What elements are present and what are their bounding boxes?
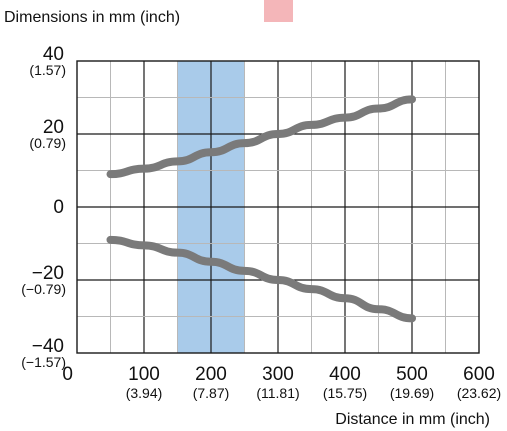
x-tick-label: 600 [463,364,495,385]
y-tick-sublabel: (0.79) [29,135,66,151]
y-tick-label: 40 [43,44,64,65]
x-tick-sublabel: (3.94) [126,385,163,401]
x-tick-sublabel: (7.87) [193,385,230,401]
x-tick-label: 500 [396,364,428,385]
x-tick-sublabel: (11.81) [256,385,299,401]
x-tick-label: 200 [195,364,227,385]
y-tick-label: −40 [32,336,64,357]
y-tick-sublabel: (−0.79) [21,281,66,297]
x-axis-title: Distance in mm (inch) [335,411,490,428]
y-axis-title: Dimensions in mm (inch) [4,9,180,26]
legend-marker [264,0,293,22]
y-tick-label: −20 [32,263,64,284]
y-tick-sublabel: (1.57) [29,62,66,78]
plot-frame [76,60,480,354]
series-line-2 [106,235,416,323]
x-tick-sublabel: (23.62) [457,385,501,401]
x-tick-sublabel: (19.69) [390,385,434,401]
y-tick-sublabel: (−1.57) [21,354,66,370]
y-tick-label: 0 [53,197,64,218]
y-tick-label: 20 [43,117,64,138]
series-line-1 [106,95,416,179]
x-tick-label: 100 [128,364,160,385]
x-tick-label: 0 [62,364,73,385]
x-tick-label: 300 [262,364,294,385]
x-tick-sublabel: (15.75) [323,385,367,401]
x-tick-label: 400 [329,364,361,385]
